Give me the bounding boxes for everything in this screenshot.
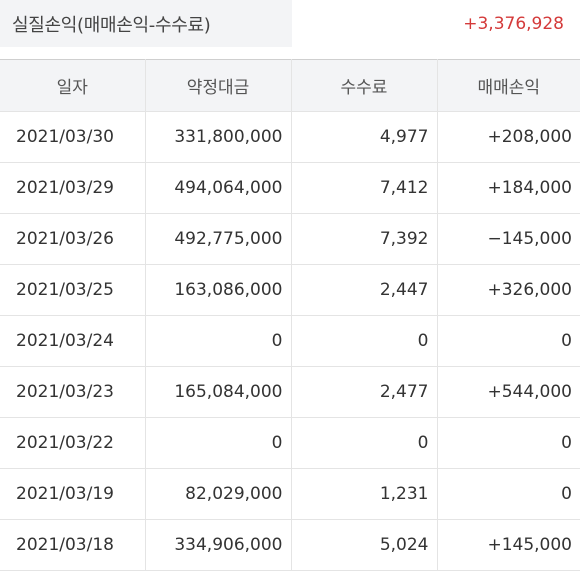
table-row[interactable]: 2021/03/23 165,084,000 2,477 +544,000 — [0, 366, 580, 418]
column-header-date[interactable]: 일자 — [0, 59, 146, 112]
cell-date: 2021/03/24 — [0, 315, 146, 367]
cell-amount: 334,906,000 — [145, 519, 292, 571]
table-row[interactable]: 2021/03/29 494,064,000 7,412 +184,000 — [0, 162, 580, 214]
cell-amount: 492,775,000 — [145, 213, 292, 265]
cell-pnl: +208,000 — [437, 111, 580, 163]
cell-pnl: 0 — [437, 468, 580, 520]
table-row[interactable]: 2021/03/18 334,906,000 5,024 +145,000 — [0, 519, 580, 571]
cell-date: 2021/03/19 — [0, 468, 146, 520]
cell-pnl: 0 — [437, 315, 580, 367]
cell-date: 2021/03/22 — [0, 417, 146, 469]
cell-date: 2021/03/23 — [0, 366, 146, 418]
column-header-fee[interactable]: 수수료 — [291, 59, 438, 112]
cell-fee: 0 — [291, 417, 438, 469]
cell-amount: 0 — [145, 417, 292, 469]
cell-amount: 165,084,000 — [145, 366, 292, 418]
cell-date: 2021/03/29 — [0, 162, 146, 214]
cell-fee: 7,392 — [291, 213, 438, 265]
cell-amount: 494,064,000 — [145, 162, 292, 214]
table-row[interactable]: 2021/03/30 331,800,000 4,977 +208,000 — [0, 111, 580, 163]
table-row[interactable]: 2021/03/19 82,029,000 1,231 0 — [0, 468, 580, 520]
cell-date: 2021/03/30 — [0, 111, 146, 163]
cell-date: 2021/03/26 — [0, 213, 146, 265]
table-row[interactable]: 2021/03/24 0 0 0 — [0, 315, 580, 367]
cell-amount: 82,029,000 — [145, 468, 292, 520]
cell-amount: 163,086,000 — [145, 264, 292, 316]
cell-pnl: +145,000 — [437, 519, 580, 571]
summary-value: +3,376,928 — [292, 0, 580, 47]
section-spacer — [0, 47, 580, 59]
cell-pnl: +544,000 — [437, 366, 580, 418]
cell-fee: 0 — [291, 315, 438, 367]
cell-amount: 331,800,000 — [145, 111, 292, 163]
cell-fee: 7,412 — [291, 162, 438, 214]
cell-fee: 1,231 — [291, 468, 438, 520]
cell-pnl: +184,000 — [437, 162, 580, 214]
column-header-pnl[interactable]: 매매손익 — [437, 59, 580, 112]
cell-amount: 0 — [145, 315, 292, 367]
cell-fee: 2,447 — [291, 264, 438, 316]
daily-trades-table: 일자 약정대금 수수료 매매손익 2021/03/30 331,800,000 … — [0, 59, 580, 571]
cell-date: 2021/03/25 — [0, 264, 146, 316]
table-row[interactable]: 2021/03/22 0 0 0 — [0, 417, 580, 469]
cell-pnl: 0 — [437, 417, 580, 469]
table-row[interactable]: 2021/03/26 492,775,000 7,392 −145,000 — [0, 213, 580, 265]
summary-label: 실질손익(매매손익-수수료) — [0, 0, 292, 47]
cell-pnl: −145,000 — [437, 213, 580, 265]
cell-fee: 4,977 — [291, 111, 438, 163]
cell-fee: 2,477 — [291, 366, 438, 418]
realized-pnl-summary: 실질손익(매매손익-수수료) +3,376,928 — [0, 0, 580, 47]
column-header-amount[interactable]: 약정대금 — [145, 59, 292, 112]
table-row[interactable]: 2021/03/25 163,086,000 2,447 +326,000 — [0, 264, 580, 316]
cell-date: 2021/03/18 — [0, 519, 146, 571]
table-header-row: 일자 약정대금 수수료 매매손익 — [0, 59, 580, 112]
cell-pnl: +326,000 — [437, 264, 580, 316]
cell-fee: 5,024 — [291, 519, 438, 571]
